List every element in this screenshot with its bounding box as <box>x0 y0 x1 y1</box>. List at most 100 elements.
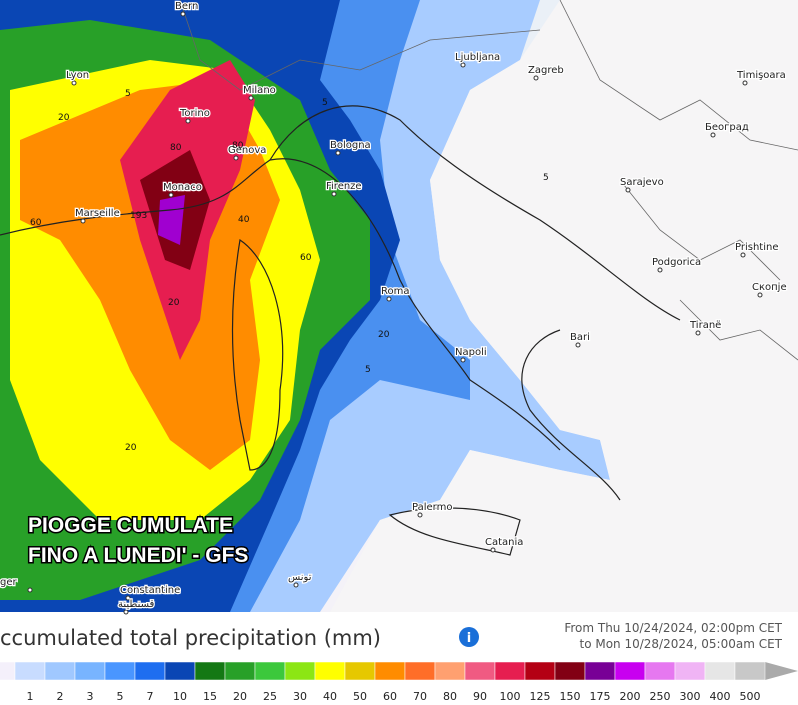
city-label: ger <box>0 577 18 588</box>
contour-label: 5 <box>322 98 328 108</box>
city-label: Bologna <box>330 140 371 151</box>
overlay-title: FINO A LUNEDI' - GFS <box>28 544 248 567</box>
city-dot <box>168 192 174 198</box>
colorbar-swatch <box>374 661 406 681</box>
city-dot <box>71 80 77 86</box>
colorbar-swatch <box>254 661 286 681</box>
colorbar-swatch <box>344 661 376 681</box>
city-dot <box>185 118 191 124</box>
city-dot <box>490 547 496 553</box>
scale-label: 30 <box>293 690 307 703</box>
contour-label: 5 <box>365 365 371 375</box>
svg-text:i: i <box>467 631 471 646</box>
city-label: Prishtine <box>735 242 778 253</box>
city-dot <box>757 292 763 298</box>
city-label: تونس <box>288 572 312 583</box>
city-dot <box>27 587 33 593</box>
city-dot <box>695 330 701 336</box>
city-label: Timişoara <box>736 70 786 81</box>
city-dot <box>575 342 581 348</box>
colorbar-swatch <box>734 661 766 681</box>
period-start: From Thu 10/24/2024, 02:00pm CET <box>564 621 782 635</box>
scale-label: 90 <box>473 690 487 703</box>
colorbar-swatch <box>644 661 676 681</box>
colorbar-swatch <box>104 661 136 681</box>
colorbar-swatch <box>614 661 646 681</box>
legend-panel <box>0 612 798 705</box>
city-dot <box>180 11 186 17</box>
city-label: قسنطينة <box>118 599 155 610</box>
contour-label: 20 <box>125 443 137 453</box>
scale-label: 175 <box>590 690 611 703</box>
contour-label: 5 <box>543 173 549 183</box>
city-dot <box>710 132 716 138</box>
colorbar-swatch <box>74 661 106 681</box>
city-dot <box>80 218 86 224</box>
city-dot <box>293 582 299 588</box>
colorbar-swatch <box>224 661 256 681</box>
scale-label: 200 <box>620 690 641 703</box>
city-label: Podgorica <box>652 257 701 268</box>
city-dot <box>386 296 392 302</box>
scale-label: 70 <box>413 690 427 703</box>
city-label: Sarajevo <box>620 177 664 188</box>
info-icon[interactable]: i <box>459 627 479 647</box>
scale-label: 500 <box>740 690 761 703</box>
colorbar-swatch <box>314 661 346 681</box>
scale-label: 400 <box>710 690 731 703</box>
city-label: Београд <box>705 122 749 133</box>
city-dot <box>742 80 748 86</box>
city-label: Zagreb <box>528 65 564 76</box>
colorbar-swatch <box>134 661 166 681</box>
scale-label: 100 <box>500 690 521 703</box>
colorbar-swatch <box>584 661 616 681</box>
contour-label: 20 <box>58 113 70 123</box>
colorbar-swatch <box>44 661 76 681</box>
city-label: Palermo <box>412 502 452 513</box>
colorbar-swatch <box>494 661 526 681</box>
colorbar-swatch <box>14 661 46 681</box>
overlay-title: PIOGGE CUMULATE <box>28 514 233 537</box>
borders <box>179 0 798 361</box>
precip-max <box>158 195 185 245</box>
city-label: Genova <box>228 145 266 156</box>
coastlines <box>0 105 681 556</box>
city-label: Torino <box>179 108 210 119</box>
contour-label: 60 <box>300 253 312 263</box>
colorbar-swatch <box>404 661 436 681</box>
legend-title: ccumulated total precipitation (mm) <box>0 626 381 650</box>
colorbar-swatch <box>0 661 16 681</box>
map <box>0 0 798 612</box>
dry-area <box>330 0 798 612</box>
contour-label: 80 <box>170 143 182 153</box>
city-label: Bern <box>175 1 198 12</box>
colorbar-swatch <box>704 661 736 681</box>
colorbar-swatch <box>164 661 196 681</box>
city-dot <box>335 150 341 156</box>
city-dot <box>331 191 337 197</box>
contour-label: 60 <box>30 218 42 228</box>
city-label: Constantine <box>120 585 180 596</box>
city-dot <box>248 95 254 101</box>
city-label: Marseille <box>75 208 120 219</box>
colorbar-swatch <box>284 661 316 681</box>
city-label: Monaco <box>163 182 202 193</box>
scale-label: 20 <box>233 690 247 703</box>
city-label: Lyon <box>66 70 89 81</box>
city-dot <box>460 357 466 363</box>
city-dot <box>625 187 631 193</box>
contour-label: 193 <box>130 211 147 221</box>
city-label: Catania <box>485 537 523 548</box>
scale-label: 300 <box>680 690 701 703</box>
scale-label: 125 <box>530 690 551 703</box>
city-dot <box>125 595 131 601</box>
colorbar-swatch <box>434 661 466 681</box>
city-label: Tiranë <box>689 320 721 331</box>
city-dot <box>657 267 663 273</box>
scale-label: 7 <box>147 690 154 703</box>
city-label: Ljubljana <box>455 52 500 63</box>
scale-label: 250 <box>650 690 671 703</box>
city-label: Roma <box>381 286 410 297</box>
city-label: Napoli <box>455 347 487 358</box>
